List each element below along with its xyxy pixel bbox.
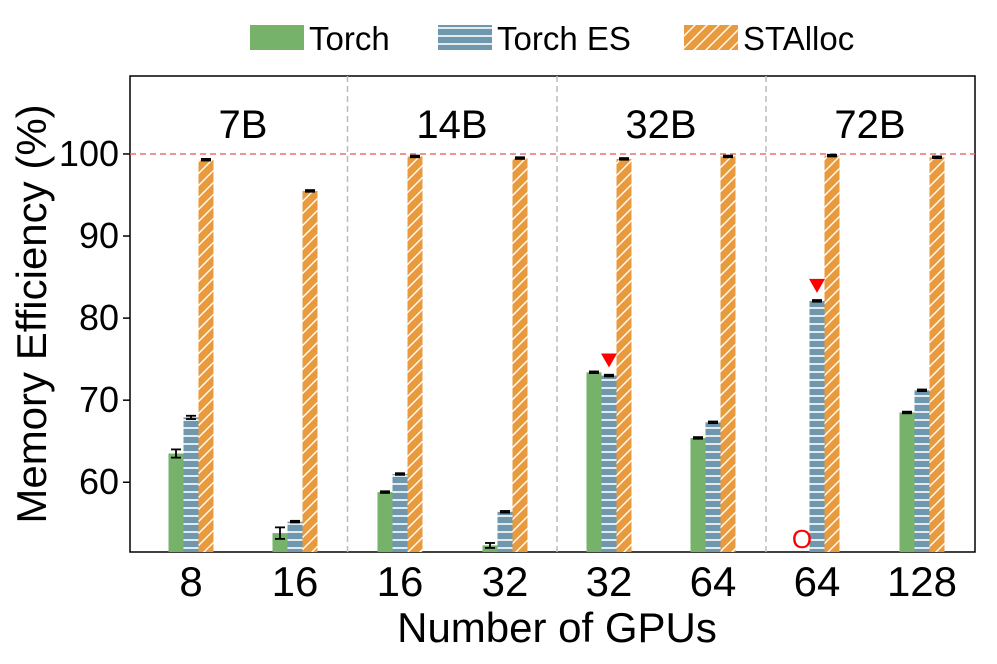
error-bar-stalloc xyxy=(201,157,211,162)
error-bars xyxy=(171,153,942,549)
y-tick-label: 60 xyxy=(79,461,119,502)
bar-torch-es xyxy=(392,474,408,552)
x-tick-label: 16 xyxy=(272,558,319,605)
annotation-o-label: O xyxy=(792,524,812,554)
legend-swatch-torch-es xyxy=(438,25,492,50)
error-bar-stalloc xyxy=(410,154,420,159)
y-axis-ticks: 60 70 80 90 100 xyxy=(59,133,130,502)
y-tick-label: 100 xyxy=(59,133,119,174)
x-tick-label: 32 xyxy=(586,558,633,605)
bar-stalloc xyxy=(198,159,214,553)
error-bar-torch xyxy=(380,490,390,494)
legend-item-torch-es: Torch ES xyxy=(438,20,631,57)
legend-swatch-torch xyxy=(250,25,304,50)
y-tick-label: 90 xyxy=(79,215,119,256)
error-bar-torch xyxy=(171,448,181,459)
x-tick-label: 8 xyxy=(179,558,202,605)
error-bar-torch xyxy=(693,436,703,440)
legend-label-torch-es: Torch ES xyxy=(497,20,631,57)
error-bar-torch xyxy=(275,526,285,540)
annotations xyxy=(601,278,825,368)
error-bar-stalloc xyxy=(932,155,942,159)
group-label-32b: 32B xyxy=(625,103,696,147)
bar-torch xyxy=(690,437,706,552)
bar-stalloc xyxy=(512,158,528,552)
legend: Torch Torch ES STAlloc xyxy=(250,20,854,57)
bar-torch-es xyxy=(287,521,303,552)
group-label-7b: 7B xyxy=(219,103,268,147)
bar-torch xyxy=(899,412,915,552)
error-bar-torch-es xyxy=(186,414,196,420)
bar-torch xyxy=(377,492,393,552)
triangle-marker xyxy=(601,353,617,368)
plot-area xyxy=(129,75,976,553)
error-bar-torch-es xyxy=(290,519,300,524)
error-bar-stalloc xyxy=(515,156,525,160)
triangle-marker xyxy=(809,278,825,293)
bar-torch-es xyxy=(705,422,721,552)
y-tick-label: 80 xyxy=(79,297,119,338)
x-axis-ticks: 8 16 16 32 32 64 64 128 xyxy=(179,558,957,605)
error-bar-stalloc xyxy=(619,157,629,161)
legend-swatch-stalloc xyxy=(684,25,738,50)
bar-torch xyxy=(272,533,288,552)
error-bar-torch-es xyxy=(604,373,614,378)
bar-stalloc xyxy=(616,158,632,552)
x-tick-label: 16 xyxy=(377,558,424,605)
bar-stalloc xyxy=(407,156,423,552)
bar-torch-es xyxy=(497,511,513,552)
error-bar-torch-es xyxy=(812,299,822,303)
x-axis-title: Number of GPUs xyxy=(397,604,717,651)
error-bar-torch xyxy=(902,410,912,415)
group-label-72b: 72B xyxy=(834,103,905,147)
error-bar-stalloc xyxy=(827,153,837,158)
bar-torch-es xyxy=(809,300,825,552)
bar-stalloc xyxy=(929,157,945,552)
bar-stalloc xyxy=(720,156,736,552)
bar-stalloc xyxy=(824,155,840,552)
x-tick-label: 64 xyxy=(690,558,737,605)
bar-torch xyxy=(586,372,602,552)
error-bar-torch-es xyxy=(708,420,718,425)
y-axis-title: Memory Efficiency (%) xyxy=(8,104,55,523)
bar-torch-es xyxy=(183,417,199,552)
legend-item-stalloc: STAlloc xyxy=(684,20,854,57)
x-tick-label: 32 xyxy=(482,558,529,605)
error-bar-torch-es xyxy=(395,472,405,476)
y-tick-label: 70 xyxy=(79,379,119,420)
group-label-14b: 14B xyxy=(416,103,487,147)
error-bar-stalloc xyxy=(723,154,733,159)
bar-stalloc xyxy=(302,190,318,552)
bar-torch-es xyxy=(601,375,617,552)
error-bar-torch xyxy=(485,542,495,549)
error-bar-torch-es xyxy=(917,388,927,393)
legend-label-stalloc: STAlloc xyxy=(743,20,854,57)
group-labels: 7B 14B 32B 72B xyxy=(219,103,906,147)
error-bar-torch xyxy=(589,370,599,374)
legend-label-torch: Torch xyxy=(309,20,390,57)
bar-torch-es xyxy=(914,390,930,552)
error-bar-torch-es xyxy=(500,510,510,514)
legend-item-torch: Torch xyxy=(250,20,390,57)
error-bar-stalloc xyxy=(305,189,315,193)
x-tick-label: 64 xyxy=(794,558,841,605)
bars xyxy=(168,155,945,553)
bar-torch xyxy=(168,453,184,552)
x-tick-label: 128 xyxy=(887,558,957,605)
